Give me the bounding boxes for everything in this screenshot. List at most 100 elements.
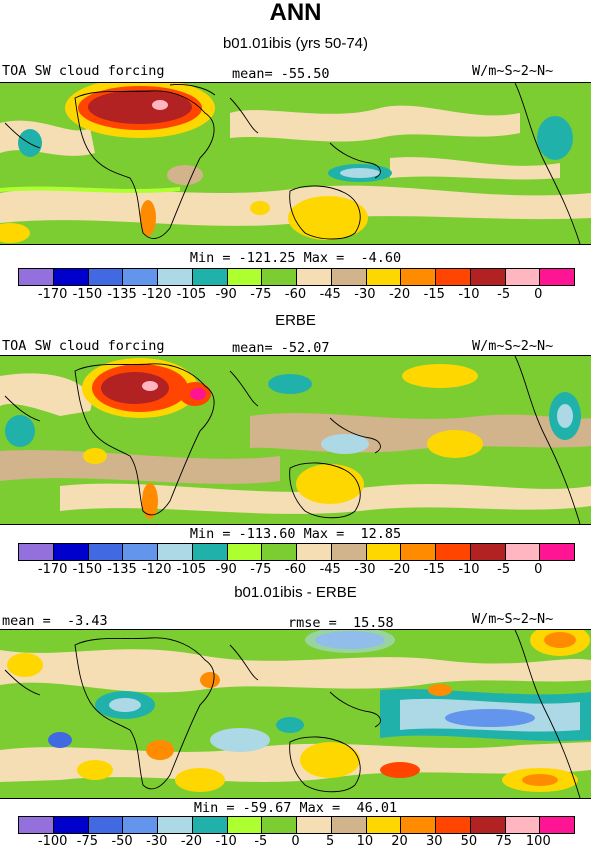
colorbar-tick-label: -30: [354, 287, 376, 302]
colorbar-tick-label: -45: [319, 287, 341, 302]
panel-2-colorbar-ticks: -170 -150 -135 -120 -105 -90 -75 -60 -45 -30 -20 -1…: [18, 562, 573, 578]
panel-1-colorbar-ticks: -170 -150 -135 -120 -105 -90 -75 -60 -45 -30 -20 -1…: [18, 287, 573, 303]
colorbar-tick-label: 0: [291, 834, 300, 849]
colorbar-swatch: [158, 544, 193, 560]
colorbar-swatch: [297, 817, 332, 833]
colorbar-swatch: [262, 544, 297, 560]
colorbar-swatch: [505, 544, 541, 560]
colorbar-tick-label: -50: [111, 834, 133, 849]
panel-3-colorbar-ticks: -100 -75 -50 -30 -20 -10 -5 0 5 10 20 30 50 75 100: [18, 834, 573, 850]
colorbar-tick-label: -150: [72, 287, 103, 302]
colorbar-swatch: [366, 269, 402, 285]
panel-1-mean-label: mean= -55.50: [232, 66, 330, 82]
panel-2-subtitle: ERBE: [275, 312, 316, 329]
colorbar-tick-label: -75: [76, 834, 98, 849]
colorbar-tick-label: -135: [107, 287, 137, 302]
colorbar-tick-label: -20: [388, 287, 411, 302]
colorbar-tick-label: -60: [284, 562, 307, 577]
colorbar-tick-label: -75: [250, 287, 272, 302]
colorbar-swatch: [505, 817, 541, 833]
colorbar-tick-label: -10: [458, 562, 480, 577]
panel-3-rmse-label: rmse = 15.58: [288, 615, 394, 631]
panel-1-subtitle: b01.01ibis (yrs 50-74): [222, 35, 369, 52]
colorbar-tick-label: -15: [423, 562, 445, 577]
colorbar-swatch: [19, 817, 54, 833]
panel-2-variable-label: TOA SW cloud forcing: [2, 338, 165, 354]
colorbar-swatch: [505, 269, 541, 285]
colorbar-tick-label: -20: [388, 562, 411, 577]
colorbar-swatch: [227, 544, 263, 560]
colorbar-swatch: [262, 269, 297, 285]
colorbar-tick-label: -30: [146, 834, 168, 849]
panel-1-units-label: W/m~S~2~N~: [472, 63, 554, 79]
colorbar-swatch: [123, 817, 158, 833]
colorbar-swatch: [227, 269, 263, 285]
colorbar-tick-label: -5: [497, 287, 511, 302]
colorbar-swatch: [192, 269, 228, 285]
colorbar-tick-label: -105: [176, 562, 207, 577]
colorbar-swatch: [53, 544, 89, 560]
colorbar-swatch: [366, 544, 402, 560]
colorbar-tick-label: 50: [460, 834, 478, 849]
colorbar-swatch: [297, 544, 332, 560]
colorbar-swatch: [331, 544, 367, 560]
colorbar-swatch: [401, 269, 436, 285]
colorbar-swatch: [53, 817, 89, 833]
panel-1-variable-label: TOA SW cloud forcing: [2, 63, 165, 79]
panel-1-map: [0, 82, 591, 245]
panel-3-subtitle: b01.01ibis - ERBE: [234, 584, 357, 601]
colorbar-tick-label: 0: [534, 562, 543, 577]
colorbar-swatch: [192, 817, 228, 833]
colorbar-swatch: [401, 544, 436, 560]
panel-2-colorbar: [18, 543, 575, 561]
colorbar-tick-label: -170: [37, 287, 68, 302]
panel-1-colorbar: [18, 268, 575, 286]
colorbar-tick-label: -90: [215, 287, 237, 302]
colorbar-swatch: [123, 269, 158, 285]
colorbar-swatch: [227, 817, 263, 833]
panel-2-mean-label: mean= -52.07: [232, 340, 330, 356]
colorbar-tick-label: -120: [141, 562, 172, 577]
colorbar-swatch: [540, 269, 574, 285]
colorbar-swatch: [540, 544, 574, 560]
colorbar-tick-label: 0: [534, 287, 543, 302]
colorbar-swatch: [436, 544, 471, 560]
colorbar-swatch: [436, 269, 471, 285]
colorbar-swatch: [53, 269, 89, 285]
colorbar-swatch: [331, 269, 367, 285]
panel-3-colorbar: [18, 816, 575, 834]
colorbar-tick-label: -20: [180, 834, 203, 849]
colorbar-swatch: [158, 269, 193, 285]
colorbar-tick-label: 100: [525, 834, 551, 849]
panel-3-map: [0, 629, 591, 799]
colorbar-swatch: [366, 817, 402, 833]
figure-title: ANN: [269, 0, 322, 26]
colorbar-tick-label: -60: [284, 287, 307, 302]
colorbar-tick-label: -5: [497, 562, 511, 577]
colorbar-swatch: [88, 817, 124, 833]
colorbar-tick-label: -90: [215, 562, 237, 577]
colorbar-tick-label: -100: [37, 834, 68, 849]
colorbar-tick-label: 30: [425, 834, 443, 849]
colorbar-swatch: [436, 817, 471, 833]
panel-2-min-max: Min = -113.60 Max = 12.85: [189, 526, 402, 542]
colorbar-swatch: [19, 269, 54, 285]
colorbar-tick-label: 75: [495, 834, 512, 849]
colorbar-swatch: [331, 817, 367, 833]
colorbar-tick-label: 20: [391, 834, 408, 849]
colorbar-tick-label: -120: [141, 287, 172, 302]
colorbar-swatch: [540, 817, 574, 833]
colorbar-swatch: [88, 544, 124, 560]
colorbar-swatch: [297, 269, 332, 285]
panel-1-min-max: Min = -121.25 Max = -4.60: [189, 250, 402, 266]
panel-2-units-label: W/m~S~2~N~: [472, 338, 554, 354]
colorbar-swatch: [262, 817, 297, 833]
colorbar-tick-label: -75: [250, 562, 272, 577]
colorbar-tick-label: -45: [319, 562, 341, 577]
colorbar-tick-label: 10: [356, 834, 374, 849]
colorbar-tick-label: -135: [107, 562, 137, 577]
colorbar-tick-label: -15: [423, 287, 445, 302]
colorbar-swatch: [88, 269, 124, 285]
colorbar-tick-label: -170: [37, 562, 68, 577]
colorbar-swatch: [192, 544, 228, 560]
